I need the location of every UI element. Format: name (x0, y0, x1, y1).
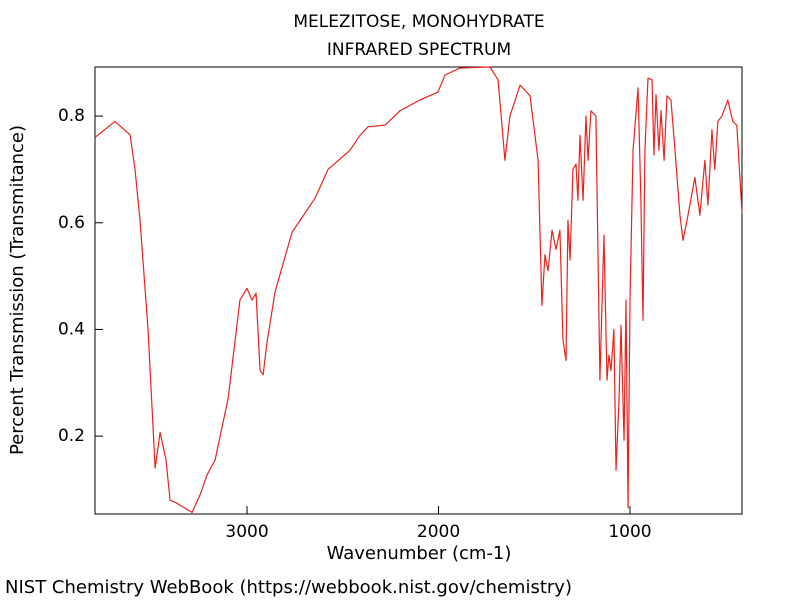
source-note: NIST Chemistry WebBook (https://webbook.… (5, 577, 572, 598)
x-axis-label: Wavenumber (cm-1) (327, 543, 512, 564)
y-tick-label: 0.8 (58, 106, 85, 126)
spectrum-line (94, 66, 743, 513)
y-axis-label: Percent Transmission (Transmitance) (7, 125, 28, 455)
y-tick-label: 0.2 (58, 426, 85, 446)
chart-title: MELEZITOSE, MONOHYDRATE (293, 12, 544, 32)
x-tick-label: 1000 (608, 522, 651, 542)
x-tick-label: 3000 (225, 522, 268, 542)
chart-subtitle: INFRARED SPECTRUM (327, 40, 511, 60)
y-tick-label: 0.6 (58, 213, 85, 233)
y-tick-label: 0.4 (58, 319, 85, 339)
x-tick-label: 2000 (417, 522, 460, 542)
plot-frame (94, 66, 743, 515)
